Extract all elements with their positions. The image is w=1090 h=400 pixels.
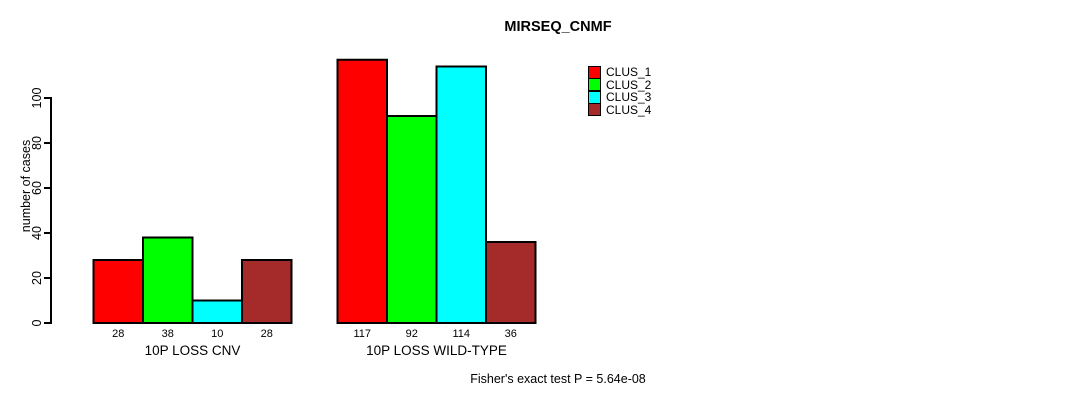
bar-clus_3-1: [191, 299, 243, 324]
bar-value-label: 114: [452, 328, 470, 340]
bar-clus_3-2: [435, 65, 487, 324]
bar-clus_1-1: [92, 259, 144, 324]
bar-value-label: 10: [211, 328, 223, 340]
category-label: 10P LOSS WILD-TYPE: [366, 343, 507, 358]
bar-value-label: 28: [112, 328, 124, 340]
y-tick-label: 20: [30, 271, 44, 285]
bar-value-label: 117: [353, 328, 371, 340]
bar-clus_4-2: [485, 241, 537, 324]
bar-value-label: 36: [505, 328, 517, 340]
legend-row-clus_3: CLUS_3: [588, 90, 652, 105]
bar-clus_1-2: [336, 58, 388, 324]
legend-swatch-icon: [588, 90, 601, 104]
legend-row-clus_2: CLUS_2: [588, 77, 652, 92]
bar-clus_2-2: [386, 115, 438, 324]
bar-value-label: 38: [162, 328, 174, 340]
legend-row-clus_4: CLUS_4: [588, 102, 652, 117]
bar-clus_2-1: [142, 236, 194, 324]
chart-title: MIRSEQ_CNMF: [504, 19, 612, 35]
fisher-test-annotation: Fisher's exact test P = 5.64e-08: [470, 372, 646, 386]
legend-swatch-icon: [588, 65, 601, 79]
y-tick-label: 0: [30, 319, 44, 326]
legend: CLUS_1 CLUS_2 CLUS_3 CLUS_4: [588, 65, 652, 117]
y-tick-label: 100: [30, 88, 44, 109]
bar-value-label: 28: [261, 328, 273, 340]
y-tick-label: 40: [30, 226, 44, 240]
y-tick-label: 60: [30, 181, 44, 195]
legend-swatch-icon: [588, 78, 601, 92]
legend-swatch-icon: [588, 103, 601, 117]
category-label: 10P LOSS CNV: [145, 343, 241, 358]
y-tick-label: 80: [30, 136, 44, 150]
bar-clus_4-1: [241, 259, 293, 324]
legend-row-clus_1: CLUS_1: [588, 65, 652, 80]
bar-value-label: 92: [406, 328, 418, 340]
legend-label: CLUS_4: [606, 102, 652, 117]
legend-label: CLUS_2: [606, 77, 652, 92]
legend-label: CLUS_3: [606, 90, 652, 105]
legend-label: CLUS_1: [606, 65, 652, 80]
